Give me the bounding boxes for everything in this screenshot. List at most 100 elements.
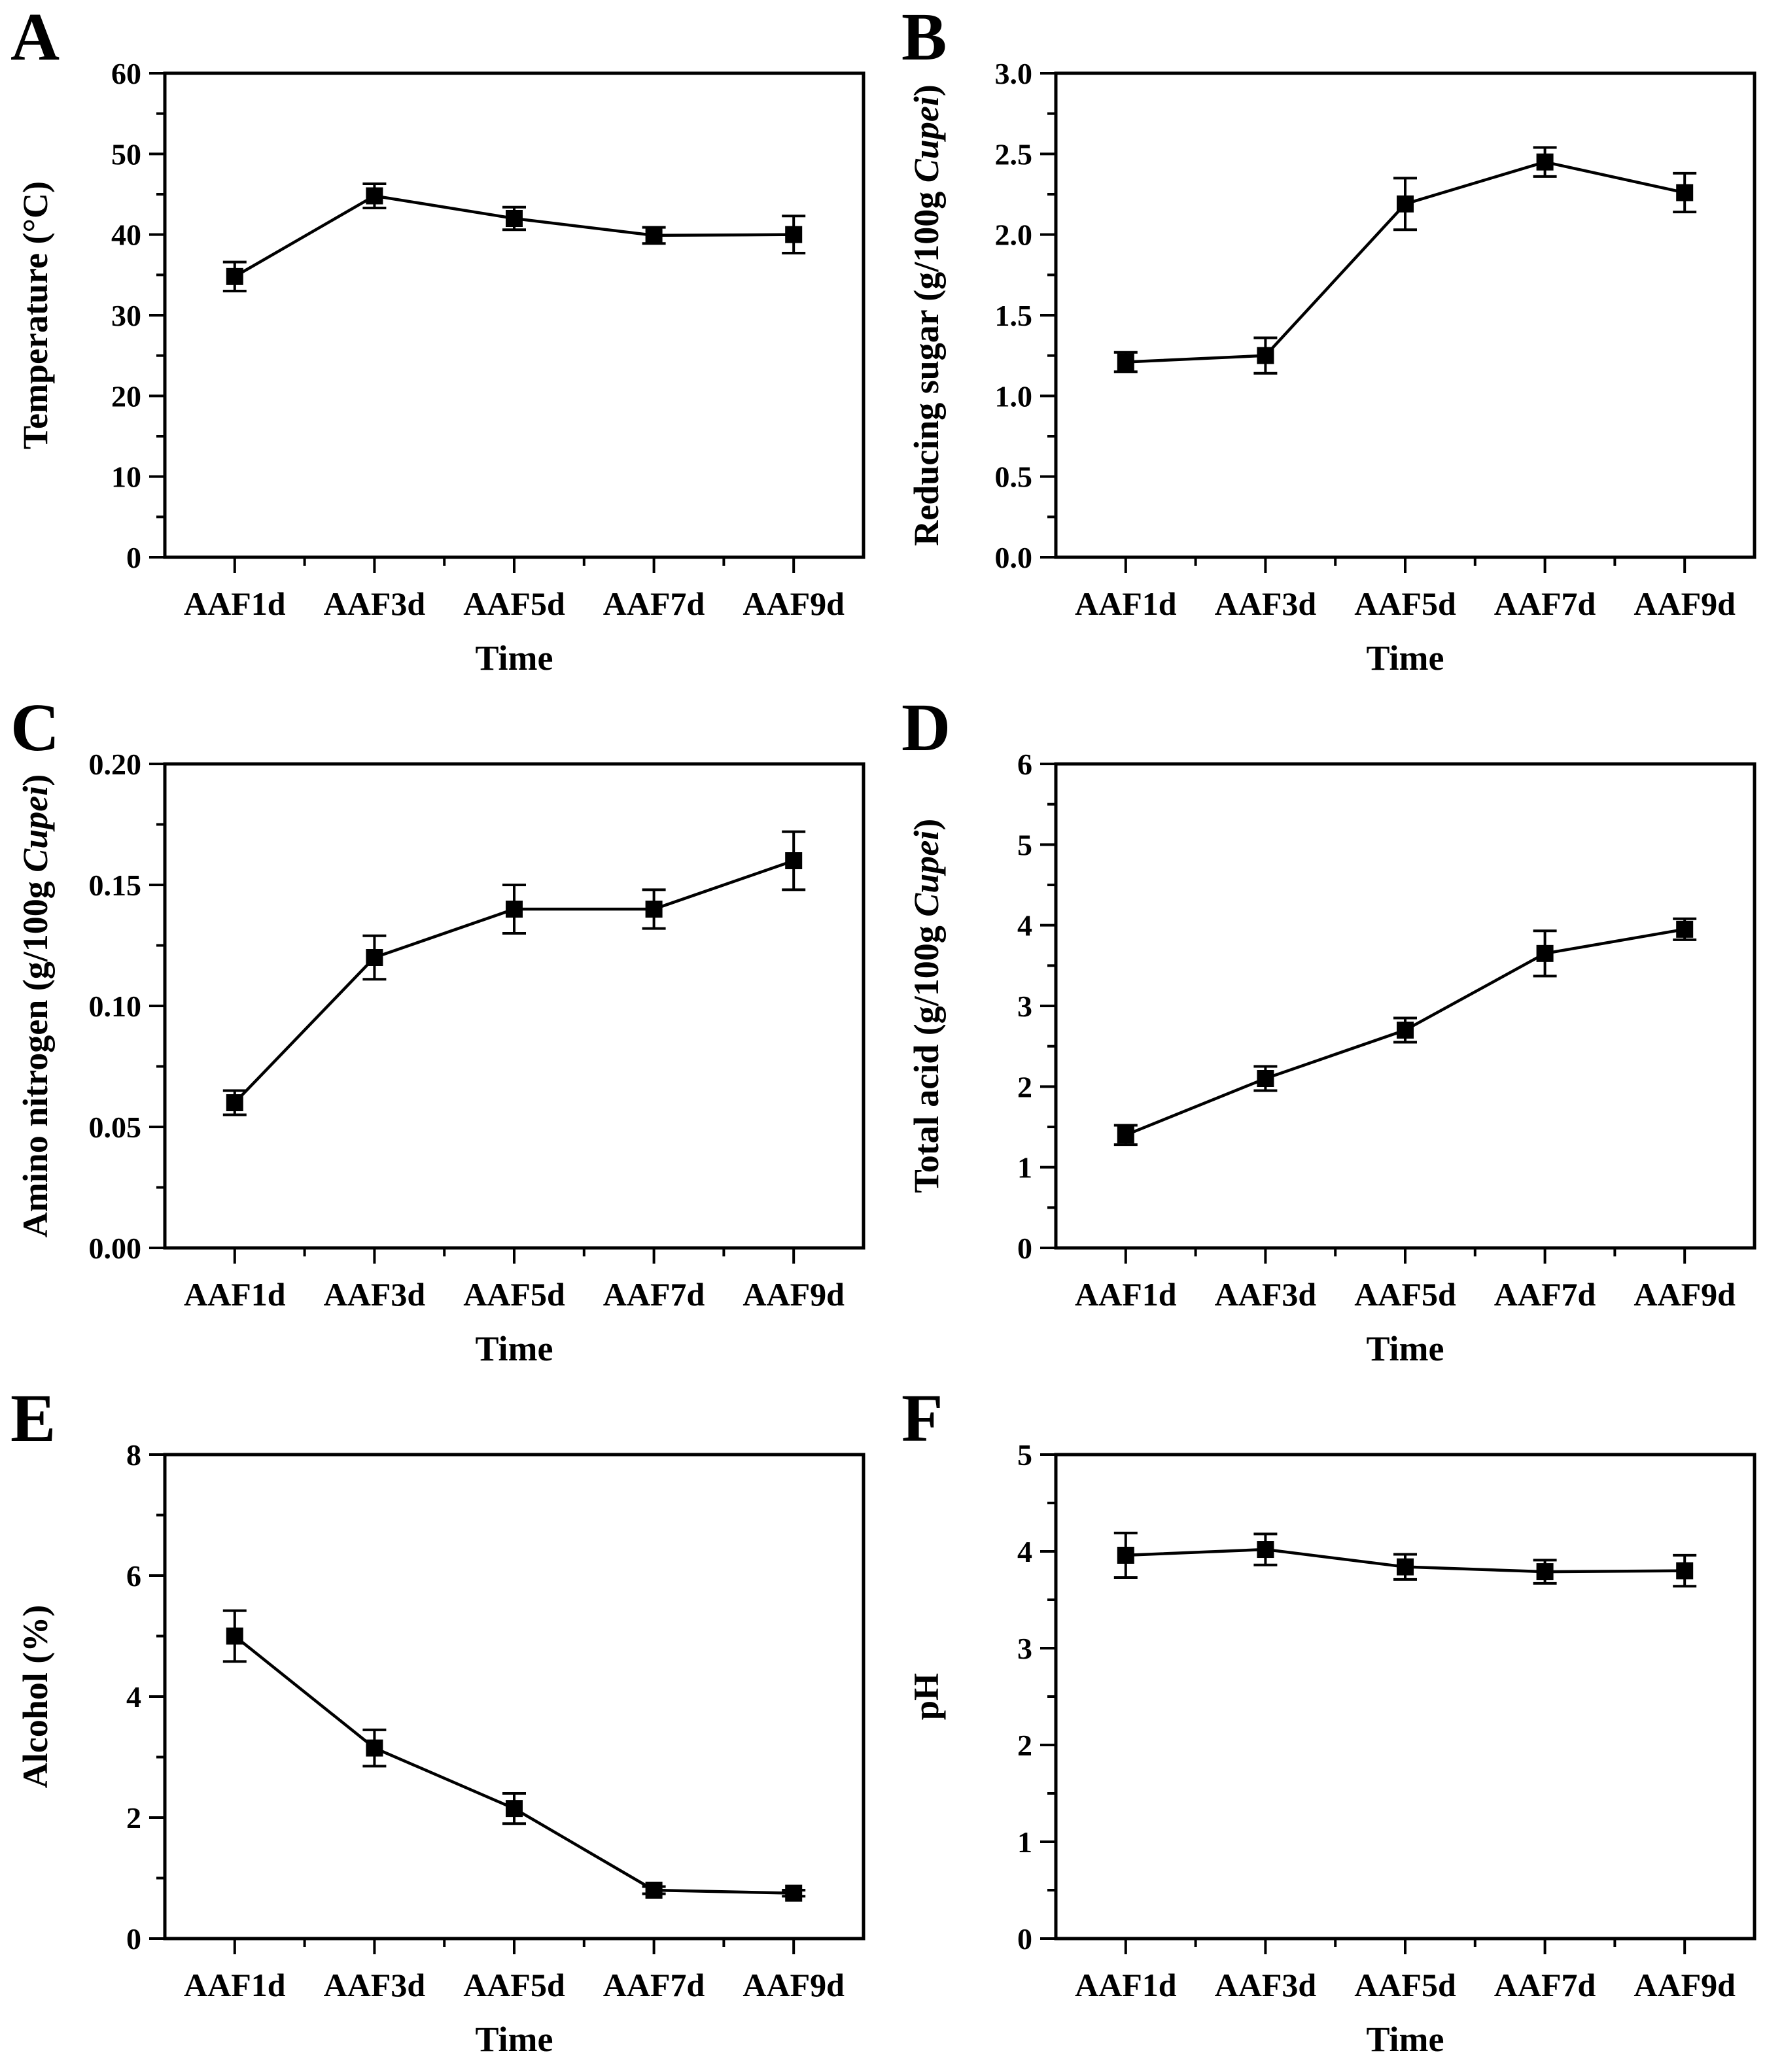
y-tick-label: 0.5: [995, 460, 1033, 494]
x-tick-label: AAF1d: [184, 1967, 286, 2003]
y-axis-title: pH: [907, 1673, 946, 1720]
data-point-marker: [1117, 1126, 1134, 1144]
y-axis-title: Temperature (°C): [16, 181, 55, 449]
x-axis-title: Time: [476, 2020, 553, 2059]
data-point-marker: [506, 1800, 523, 1818]
x-tick-label: AAF3d: [324, 585, 426, 622]
y-tick-label: 10: [111, 460, 141, 494]
panel-letter-a: A: [10, 0, 60, 75]
panel-alcohol: 0 2 4 6 8 AAF1d AAF3d AAF5d AAF7d AAF9d Time Alcoho…: [0, 1381, 891, 2072]
data-point-marker: [1676, 1562, 1694, 1580]
y-tick-label: 0: [1017, 1232, 1032, 1265]
y-tick-label: 0.0: [995, 541, 1033, 574]
x-tick-label: AAF1d: [184, 585, 286, 622]
data-line: [234, 1634, 794, 1895]
panel-reducing-sugar: 0.0 0.5 1.0 1.5 2.0 2.5 3.0 AAF1d AAF3d AAF5d AAF7…: [891, 0, 1782, 691]
data-point-marker: [785, 852, 803, 869]
data-point-marker: [366, 949, 383, 966]
y-tick-label: 4: [1017, 1535, 1032, 1568]
panel-total-acid: 0 1 2 3 4 5 6 AAF1d AAF3d AAF5d AAF7d AAF9d Time Tota…: [891, 690, 1782, 1381]
total-acid-chart: 0 1 2 3 4 5 6 AAF1d AAF3d AAF5d AAF7d AAF9d Time Tota…: [907, 748, 1756, 1368]
plot-frame: [1054, 762, 1756, 1250]
data-point-marker: [226, 1627, 243, 1645]
y-tick-label: 2: [1017, 1729, 1032, 1762]
x-tick-label: AAF7d: [1494, 1276, 1596, 1313]
y-tick-label: 50: [111, 137, 141, 171]
panel-amino-nitrogen: 0.00 0.05 0.10 0.15 0.20 AAF1d AAF3d AAF5d AAF7d…: [0, 690, 891, 1381]
y-tick-label: 2.0: [995, 218, 1033, 252]
y-tick-label: 4: [126, 1680, 141, 1714]
x-axis-title: Time: [1367, 2020, 1444, 2059]
y-axis-title: Alcohol (%): [16, 1605, 55, 1788]
plot-frame: [163, 1453, 865, 1941]
data-point-marker: [1397, 1022, 1414, 1039]
y-tick-label: 0: [1017, 1922, 1032, 1956]
plot-frame: [163, 71, 865, 559]
x-tick-label: AAF9d: [1634, 1276, 1736, 1313]
x-tick-label: AAF1d: [184, 1276, 286, 1313]
y-tick-label: 3.0: [995, 57, 1033, 90]
y-tick-label: 0: [126, 541, 141, 574]
y-tick-label: 0: [126, 1922, 141, 1956]
y-tick-label: 6: [126, 1559, 141, 1593]
x-tick-label: AAF1d: [1075, 1276, 1177, 1313]
panel-ph: 0 1 2 3 4 5 AAF1d AAF3d AAF5d AAF7d AAF9d Time pH F: [891, 1381, 1782, 2072]
y-tick-label: 0.05: [89, 1111, 142, 1144]
x-tick-label: AAF7d: [603, 1276, 705, 1313]
data-point-marker: [1536, 944, 1554, 962]
x-tick-label: AAF9d: [742, 1276, 845, 1313]
data-point-marker: [785, 1884, 803, 1902]
data-point-marker: [1257, 347, 1274, 364]
y-tick-label: 2: [126, 1801, 141, 1835]
data-point-marker: [366, 1739, 383, 1757]
x-tick-label: AAF3d: [324, 1276, 426, 1313]
y-tick-label: 3: [1017, 1632, 1032, 1665]
panel-letter-e: E: [10, 1381, 56, 1456]
y-tick-label: 1.5: [995, 299, 1033, 332]
x-tick-label: AAF9d: [742, 1967, 845, 2003]
y-tick-label: 0.15: [89, 869, 142, 902]
amino-nitrogen-chart: 0.00 0.05 0.10 0.15 0.20 AAF1d AAF3d AAF5d AAF7d…: [16, 748, 865, 1368]
data-point-marker: [1257, 1541, 1274, 1559]
x-tick-label: AAF5d: [463, 1276, 565, 1313]
panel-letter-d: D: [901, 690, 951, 765]
x-tick-label: AAF3d: [324, 1967, 426, 2003]
plot-frame: [163, 762, 865, 1250]
y-tick-label: 3: [1017, 990, 1032, 1023]
plot-frame: [1054, 1453, 1756, 1941]
x-axis-title: Time: [1367, 638, 1444, 678]
data-point-marker: [1257, 1070, 1274, 1087]
data-point-marker: [1117, 353, 1134, 371]
y-tick-label: 1: [1017, 1825, 1032, 1859]
y-tick-label: 0.00: [89, 1232, 142, 1265]
panel-temperature: 0 10 20 30 40 50 60 AAF1d AAF3d AAF5d AAF7d AAF9d Ti…: [0, 0, 891, 691]
data-point-marker: [226, 268, 243, 285]
y-tick-label: 2.5: [995, 137, 1033, 171]
data-point-marker: [506, 901, 523, 918]
data-point-marker: [645, 1882, 663, 1899]
x-tick-label: AAF7d: [1494, 1967, 1596, 2003]
y-tick-label: 40: [111, 218, 141, 252]
x-tick-label: AAF7d: [603, 1967, 705, 2003]
ph-chart: 0 1 2 3 4 5 AAF1d AAF3d AAF5d AAF7d AAF9d Time pH: [907, 1438, 1756, 2059]
y-axis-title: Reducing sugar (g/100g Cupei): [907, 84, 946, 546]
data-point-marker: [645, 901, 663, 918]
x-tick-label: AAF3d: [1215, 1276, 1317, 1313]
x-axis-title: Time: [476, 1329, 553, 1368]
y-tick-label: 1: [1017, 1151, 1032, 1184]
y-tick-label: 2: [1017, 1070, 1032, 1103]
data-point-marker: [1397, 195, 1414, 213]
x-tick-label: AAF5d: [463, 585, 565, 622]
data-point-marker: [1536, 153, 1554, 171]
y-tick-label: 1.0: [995, 379, 1033, 413]
y-tick-label: 0.20: [89, 748, 142, 781]
y-tick-label: 6: [1017, 748, 1032, 781]
y-axis-title: Total acid (g/100g Cupei): [907, 819, 946, 1194]
alcohol-chart: 0 2 4 6 8 AAF1d AAF3d AAF5d AAF7d AAF9d Time Alcoho…: [16, 1438, 865, 2059]
data-point-marker: [1676, 920, 1694, 938]
y-tick-label: 30: [111, 299, 141, 332]
y-tick-label: 8: [126, 1438, 141, 1472]
data-point-marker: [1397, 1558, 1414, 1576]
x-tick-label: AAF5d: [463, 1967, 565, 2003]
